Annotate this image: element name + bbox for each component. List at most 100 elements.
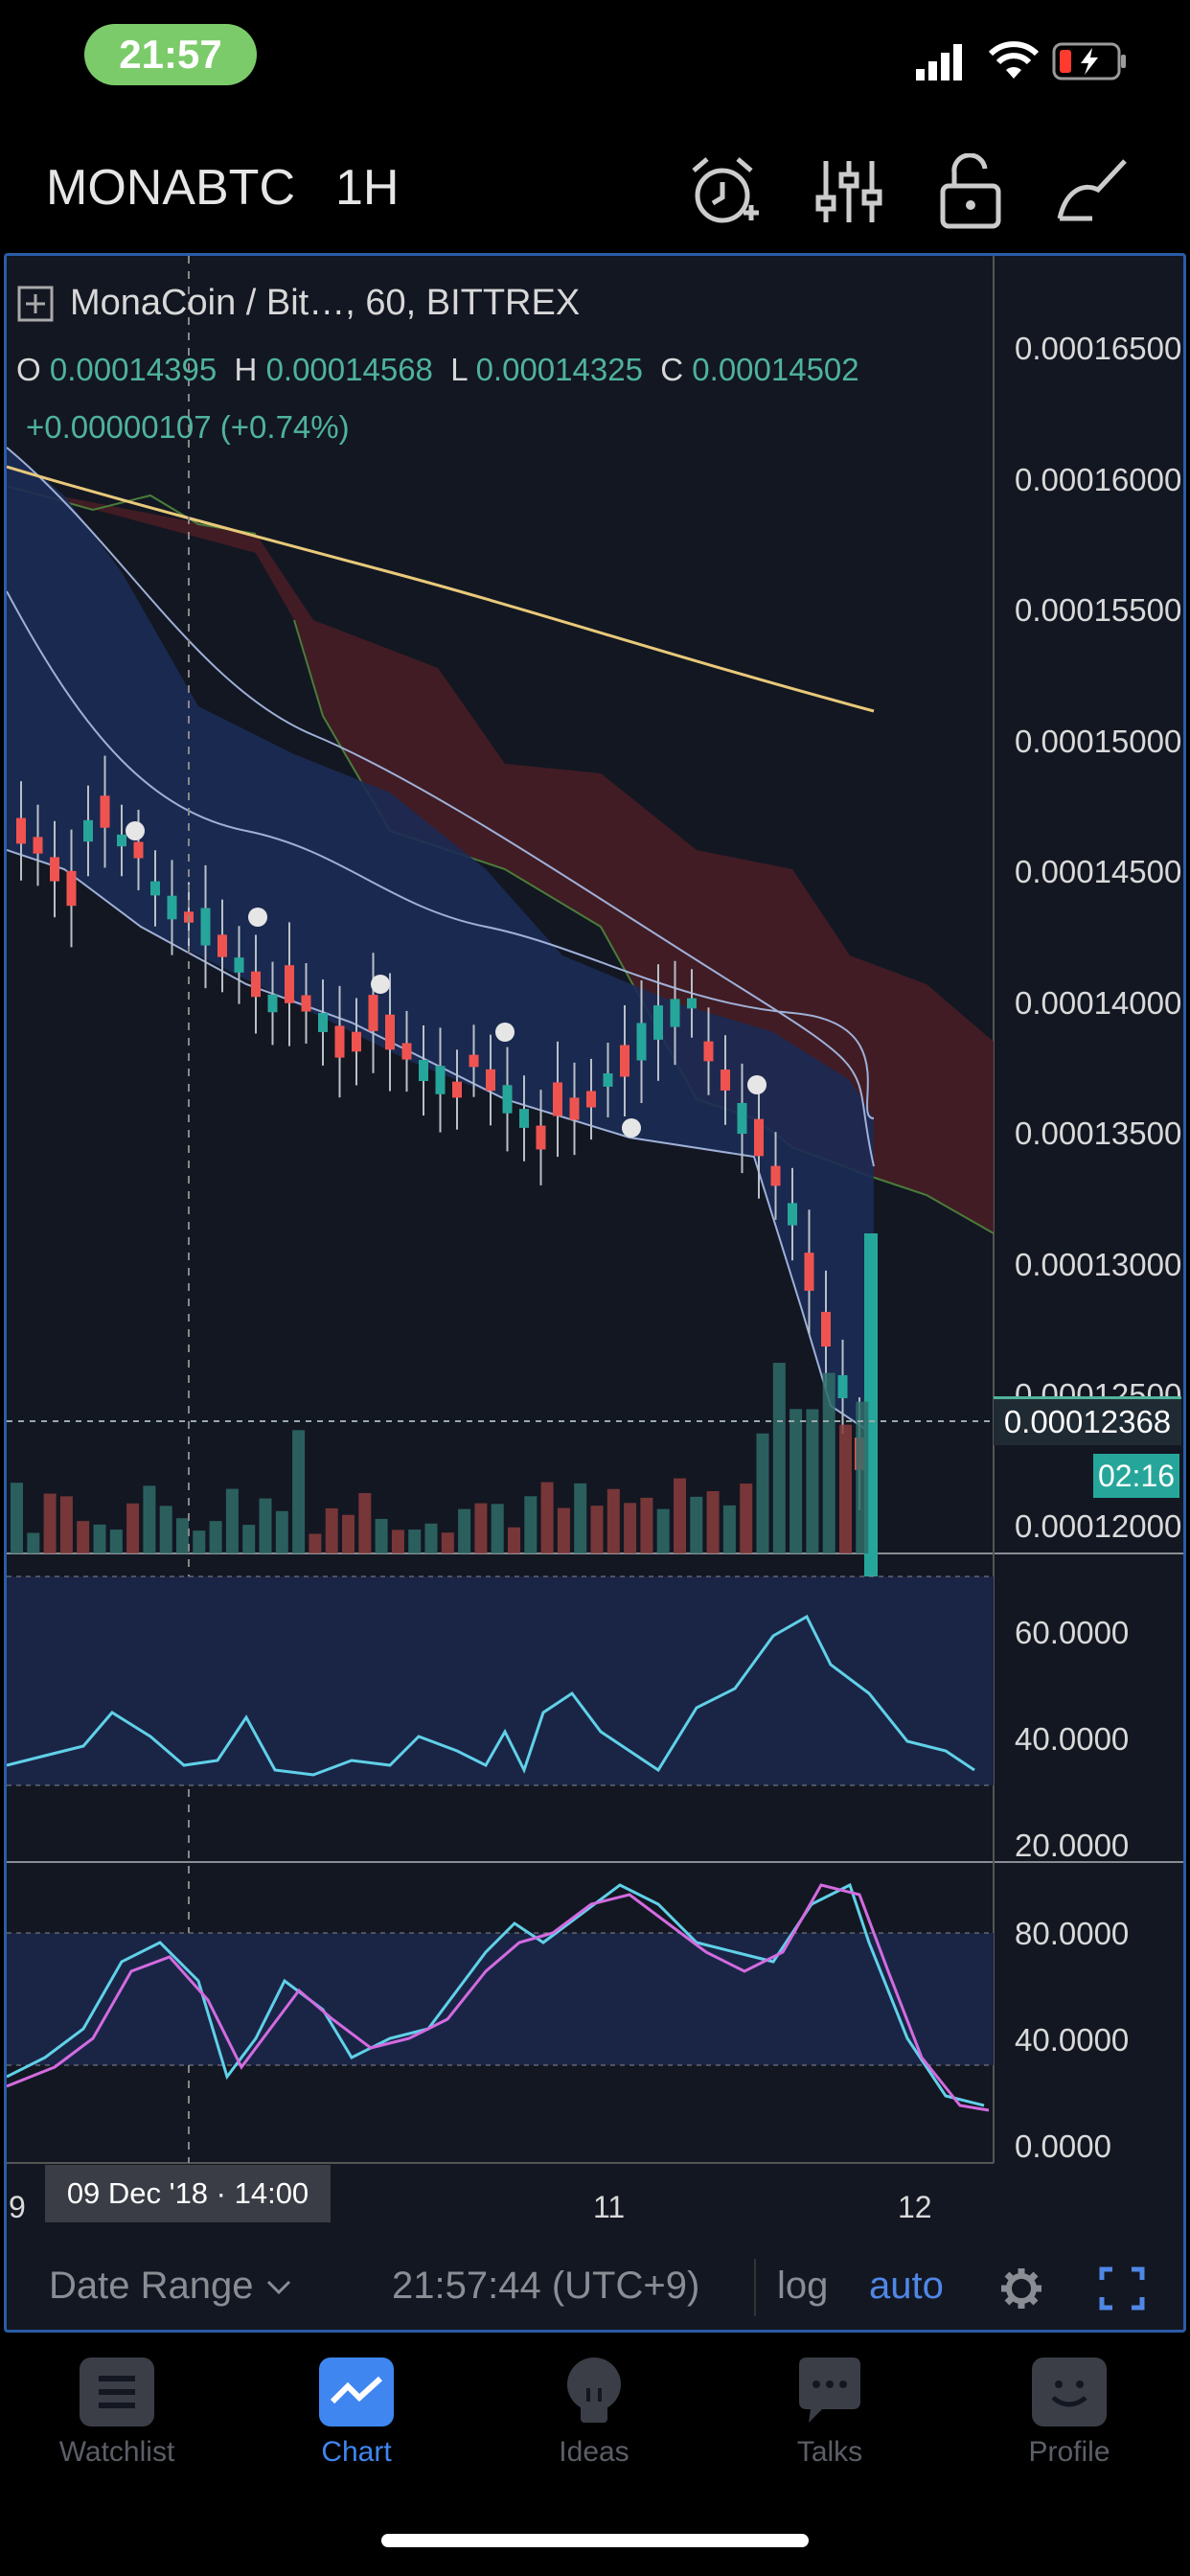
volume-bar (11, 1483, 23, 1553)
log-scale-toggle[interactable]: log (777, 2265, 829, 2307)
tab-talks[interactable]: Talks (734, 2333, 926, 2476)
crosshair-date-label: 09 Dec '18 · 14:00 (45, 2165, 331, 2222)
price-axis-label: 0.00016500 (1015, 331, 1182, 366)
volume-bar (391, 1530, 404, 1553)
date-range-button[interactable]: Date Range (49, 2265, 293, 2308)
volume-bar (740, 1484, 753, 1553)
candle-body (200, 908, 211, 946)
alarm-add-icon[interactable] (686, 153, 763, 230)
high-value: 0.00014568 (265, 352, 433, 387)
candle-body (318, 1013, 328, 1032)
candle-body (569, 1097, 580, 1120)
signal-marker (622, 1118, 641, 1138)
battery-icon (1052, 42, 1126, 80)
candle-body (737, 1102, 747, 1135)
tab-profile[interactable]: Profile (973, 2333, 1165, 2476)
high-key: H (234, 352, 258, 387)
candle-body (419, 1059, 428, 1082)
tab-profile-label: Profile (1028, 2436, 1110, 2468)
bollinger-mid (7, 590, 875, 1119)
symbol-button[interactable]: MONABTC (46, 160, 295, 216)
signal-marker (371, 975, 390, 994)
settings-gear-icon[interactable] (999, 2266, 1043, 2311)
candle-body (653, 1005, 663, 1040)
price-axis-label: 0.00014500 (1015, 854, 1182, 889)
auto-scale-toggle[interactable]: auto (869, 2265, 944, 2307)
chart-area[interactable]: MonaCoin / Bit…, 60, BITTREX O 0.0001439… (4, 253, 1186, 2333)
wifi-icon (988, 41, 1040, 79)
candle-body (486, 1069, 495, 1092)
volume-bar (159, 1506, 172, 1553)
volume-bar (656, 1508, 670, 1553)
candle-body (586, 1091, 596, 1108)
ohlc-values: O 0.00014395 H 0.00014568 L 0.00014325 C… (16, 352, 859, 388)
unlock-icon[interactable] (933, 153, 1010, 230)
volume-bar (706, 1490, 720, 1553)
stoch-band (7, 1933, 994, 2065)
volume-bar (540, 1482, 554, 1553)
candle-body (83, 819, 93, 842)
candle-body (66, 870, 77, 907)
candle-body (770, 1165, 781, 1186)
tab-chart[interactable]: Chart (261, 2333, 452, 2476)
list-icon (80, 2358, 154, 2426)
candle-body (16, 817, 26, 844)
price-axis-label: 0.00013000 (1015, 1246, 1182, 1282)
stoch-axis-label: 40.0000 (1015, 2022, 1130, 2058)
drawing-tools-icon[interactable] (1054, 153, 1131, 230)
candle-countdown: 02:16 (1093, 1454, 1179, 1498)
candle-body (50, 857, 59, 882)
volume-bar (93, 1524, 106, 1553)
candle-body (703, 1041, 714, 1062)
candle-body (334, 1025, 345, 1058)
price-axis-label: 0.00014000 (1015, 984, 1182, 1021)
candle-body (301, 995, 311, 1012)
interval-button[interactable]: 1H (335, 160, 400, 216)
price-axis-label: 0.00015000 (1015, 723, 1182, 759)
volume-bar (722, 1505, 736, 1553)
x-tick-11: 11 (593, 2190, 626, 2224)
volume-bar (309, 1533, 322, 1553)
candle-body (167, 895, 177, 920)
stoch-axis-label: 80.0000 (1015, 1916, 1130, 1951)
volume-bar (790, 1409, 803, 1553)
volume-bar (143, 1485, 156, 1553)
current-price-label: 0.00012368 (994, 1396, 1181, 1445)
tab-watchlist[interactable]: Watchlist (21, 2333, 213, 2476)
candle-body (100, 795, 110, 828)
moving-average (7, 465, 875, 713)
volume-bar (176, 1518, 189, 1553)
candle-body (469, 1054, 479, 1068)
status-time: 21:57 (84, 24, 257, 85)
volume-bar (590, 1506, 604, 1553)
volume-bar (126, 1503, 140, 1553)
rsi-line (7, 1614, 975, 1777)
volume-bar (624, 1503, 637, 1553)
volume-bar (606, 1488, 620, 1553)
tab-chart-label: Chart (321, 2436, 392, 2468)
close-key: C (660, 352, 684, 387)
volume-bar (524, 1496, 538, 1553)
volume-bar (772, 1363, 786, 1553)
indicators-icon[interactable] (811, 153, 887, 230)
candle-body (401, 1043, 412, 1060)
timezone-clock[interactable]: 21:57:44 (UTC+9) (392, 2265, 700, 2307)
volume-bar (242, 1525, 256, 1553)
candle-body (821, 1311, 831, 1347)
candle-body (150, 881, 160, 896)
collapse-legend-icon[interactable] (16, 285, 55, 323)
volume-bar (225, 1488, 239, 1553)
candle-body (385, 1014, 395, 1050)
bollinger-upper (7, 447, 875, 1167)
candle-body (452, 1081, 462, 1098)
tab-ideas[interactable]: Ideas (498, 2333, 690, 2476)
price-chart[interactable] (7, 256, 1183, 2330)
close-value: 0.00014502 (692, 352, 859, 387)
candle-body (285, 965, 294, 1003)
volume-bar (640, 1497, 653, 1553)
fullscreen-icon[interactable] (1099, 2266, 1145, 2311)
volume-bar (358, 1492, 372, 1553)
price-axis-label: 0.00015500 (1015, 592, 1182, 628)
volume-bar (193, 1530, 206, 1553)
signal-marker (248, 908, 267, 927)
